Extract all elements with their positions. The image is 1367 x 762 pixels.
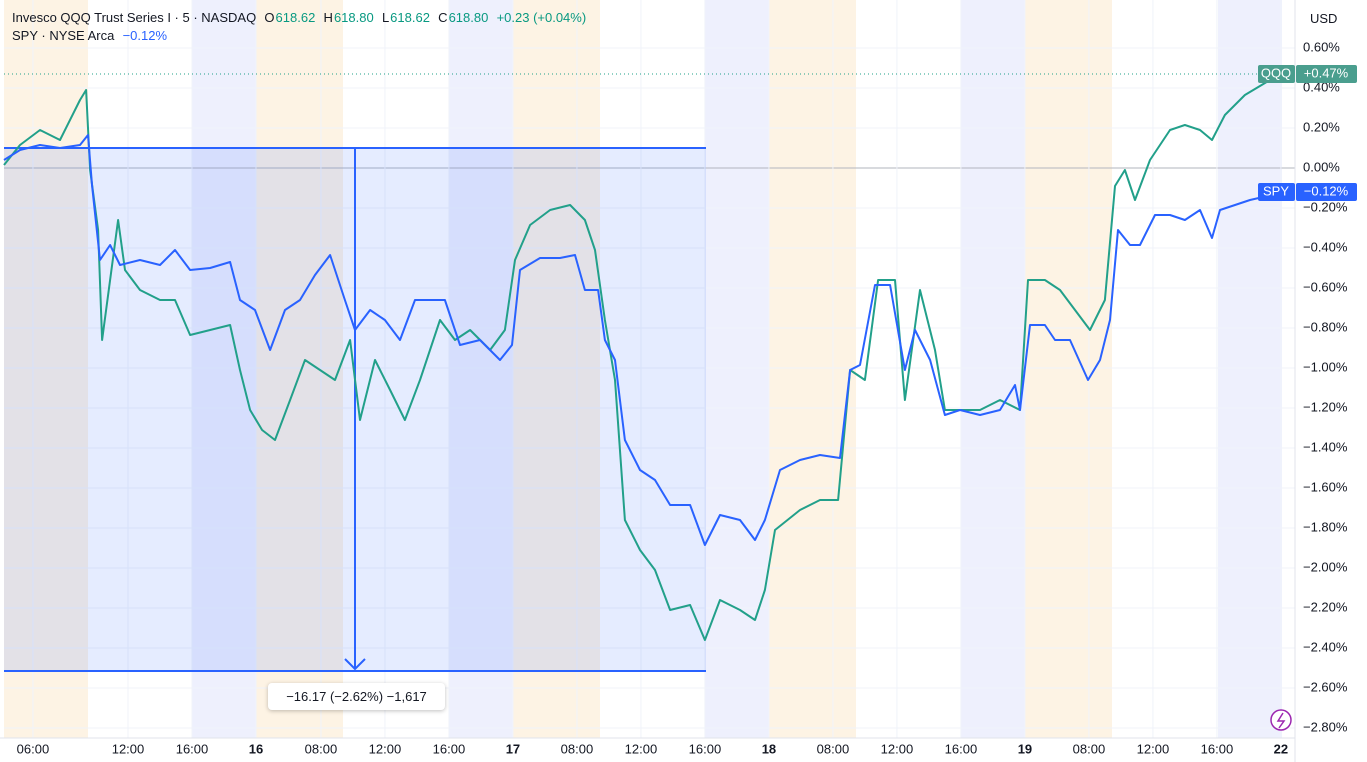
change: +0.23 (+0.04%) <box>496 10 587 25</box>
y-tick-label: −1.60% <box>1303 479 1348 494</box>
ohlc-label: O <box>264 10 275 25</box>
ohlc-value: 618.62 <box>390 10 430 25</box>
compare-symbol: SPY · NYSE Arca <box>12 28 115 43</box>
x-tick-label: 16:00 <box>1201 741 1234 756</box>
y-tick-label: −1.80% <box>1303 519 1348 534</box>
last-value-label: +0.47% <box>1304 65 1349 80</box>
x-tick-label: 16:00 <box>433 741 466 756</box>
measure-label: −16.17 (−2.62%) −1,617 <box>268 683 445 710</box>
ohlc-value: 618.80 <box>448 10 489 25</box>
symbol-tag-label: SPY <box>1263 183 1289 198</box>
x-tick-label: 12:00 <box>1137 741 1170 756</box>
x-tick-label: 18 <box>762 741 776 756</box>
series-line <box>3 73 1286 641</box>
grid <box>4 0 1295 738</box>
main-symbol-row: Invesco QQQ Trust Series I · 5 · NASDAQ … <box>12 9 587 27</box>
ohlc-value: 618.62 <box>275 10 316 25</box>
y-tick-label: −1.20% <box>1303 399 1348 414</box>
axes: 0.60% 0.40% 0.20% 0.00% −0.20% −0.40% −0.60% −0… <box>17 39 1357 756</box>
compare-change: −0.12% <box>122 28 168 43</box>
ohlc-label: H <box>323 10 333 25</box>
x-tick-label: 12:00 <box>625 741 658 756</box>
last-value-label: −0.12% <box>1304 183 1349 198</box>
x-tick-label: 19 <box>1018 741 1032 756</box>
x-tick-label: 16:00 <box>689 741 722 756</box>
y-tick-label: −0.80% <box>1303 319 1348 334</box>
measure-box <box>4 147 706 672</box>
y-tick-label: −2.20% <box>1303 599 1348 614</box>
ohlc-value: 618.80 <box>333 10 374 25</box>
y-tick-label: −2.60% <box>1303 679 1348 694</box>
x-tick-label: 12:00 <box>112 741 145 756</box>
series-line <box>3 134 1286 546</box>
x-tick-label: 06:00 <box>17 741 50 756</box>
legend-header: Invesco QQQ Trust Series I · 5 · NASDAQ … <box>12 9 587 45</box>
ohlc-label: C <box>438 10 448 25</box>
currency[interactable]: USD <box>1310 11 1338 26</box>
symbol-tag <box>1258 183 1295 201</box>
y-tick-label: 0.20% <box>1303 119 1340 134</box>
x-tick-label: 08:00 <box>305 741 338 756</box>
x-tick-label: 08:00 <box>1073 741 1106 756</box>
last-value-tag <box>1296 183 1357 201</box>
y-tick-label: 0.60% <box>1303 39 1340 54</box>
x-tick-label: 08:00 <box>817 741 850 756</box>
x-tick-label: 12:00 <box>881 741 914 756</box>
x-tick-label: 12:00 <box>369 741 402 756</box>
last-value-tag <box>1296 65 1357 83</box>
symbol-tag <box>1258 65 1295 83</box>
y-tick-label: −0.20% <box>1303 199 1348 214</box>
x-tick-label: 08:00 <box>561 741 594 756</box>
series-lines <box>3 73 1295 641</box>
y-tick-label: −0.40% <box>1303 239 1348 254</box>
y-tick-label: −2.00% <box>1303 559 1348 574</box>
y-tick-label: 0.40% <box>1303 79 1340 94</box>
x-tick-label: 22 <box>1274 741 1288 756</box>
y-tick-label: −1.00% <box>1303 359 1348 374</box>
y-tick-label: −2.80% <box>1303 719 1348 734</box>
symbol: Invesco QQQ Trust Series I · 5 · NASDAQ <box>12 10 257 25</box>
compare-row: SPY · NYSE Arca −0.12% <box>12 27 587 45</box>
ohlc-label: L <box>381 10 390 25</box>
x-tick-label: 16:00 <box>176 741 209 756</box>
x-tick-label: 17 <box>506 741 520 756</box>
session-shading <box>4 0 1282 738</box>
x-tick-label: 16 <box>249 741 263 756</box>
alert-icon[interactable] <box>1270 709 1292 731</box>
x-tick-label: 16:00 <box>945 741 978 756</box>
y-tick-label: 0.00% <box>1303 159 1340 174</box>
symbol-tag-label: QQQ <box>1261 65 1291 80</box>
y-tick-label: −1.40% <box>1303 439 1348 454</box>
y-tick-label: −0.60% <box>1303 279 1348 294</box>
y-tick-label: −2.40% <box>1303 639 1348 654</box>
